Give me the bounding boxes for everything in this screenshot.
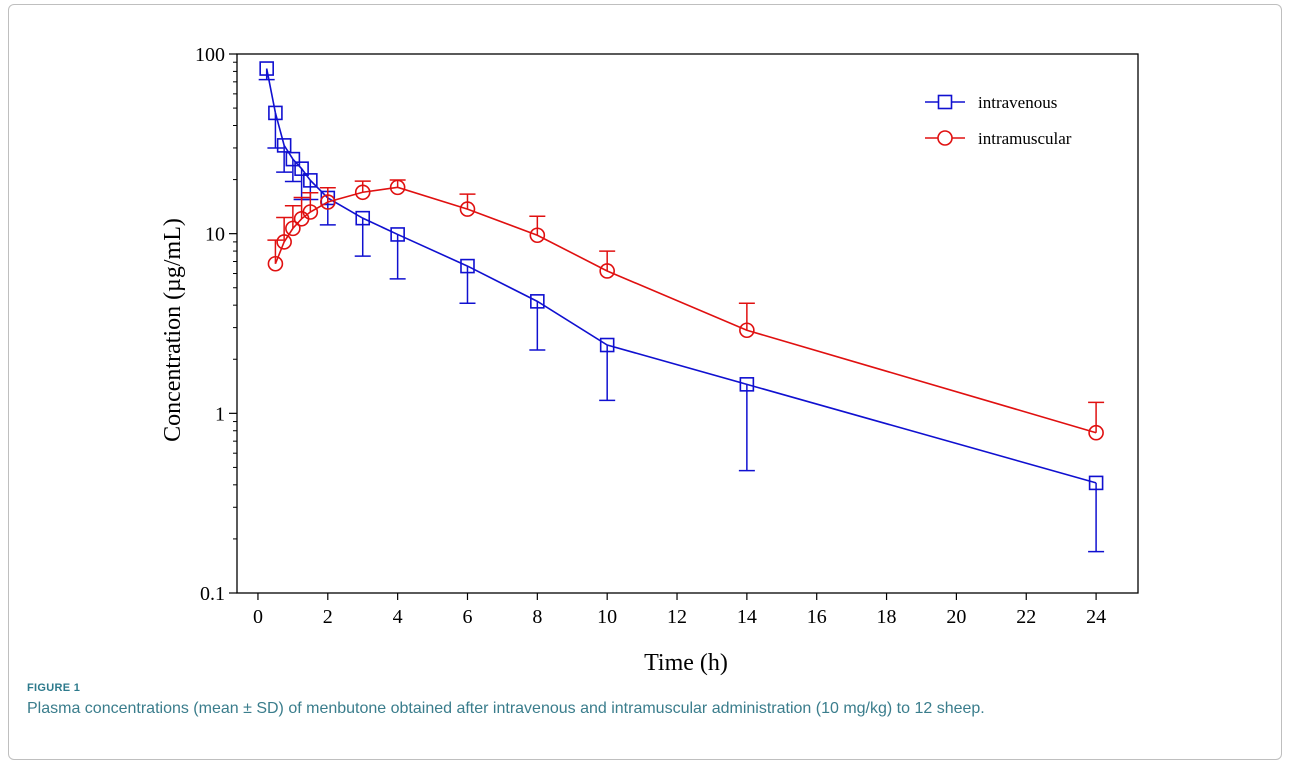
x-tick-label: 14 bbox=[737, 606, 757, 628]
x-tick-label: 2 bbox=[323, 606, 333, 628]
intravenous-point bbox=[285, 151, 301, 167]
x-tick-label: 16 bbox=[807, 606, 827, 628]
intramuscular-point bbox=[1088, 424, 1104, 441]
intravenous-point bbox=[530, 294, 545, 309]
intramuscular-point bbox=[319, 194, 336, 210]
intramuscular-point bbox=[276, 234, 292, 250]
y-tick-label: 100 bbox=[195, 44, 225, 66]
intravenous-point bbox=[599, 337, 615, 353]
intravenous-point bbox=[259, 61, 274, 76]
legend-label: intramuscular bbox=[978, 129, 1072, 148]
x-tick-label: 12 bbox=[667, 606, 687, 628]
intravenous-point bbox=[268, 105, 283, 121]
legend-marker bbox=[937, 130, 953, 146]
intravenous-point bbox=[460, 258, 475, 274]
y-tick-label: 0.1 bbox=[200, 583, 225, 605]
x-axis-label: Time (h) bbox=[644, 650, 728, 676]
intramuscular-point bbox=[267, 255, 284, 272]
y-tick-label: 1 bbox=[215, 403, 225, 425]
x-tick-label: 8 bbox=[532, 606, 542, 628]
legend-item-intravenous: intravenous bbox=[925, 93, 1057, 112]
intravenous-point bbox=[739, 377, 755, 392]
intramuscular-point bbox=[389, 179, 406, 196]
x-tick-label: 6 bbox=[462, 606, 472, 628]
y-axis-label: Concentration (µg/mL) bbox=[160, 218, 186, 442]
x-tick-label: 22 bbox=[1016, 606, 1036, 628]
intravenous-point bbox=[303, 173, 318, 188]
intramuscular-point bbox=[354, 184, 371, 201]
intramuscular-point bbox=[302, 204, 319, 220]
intramuscular-line bbox=[274, 186, 1097, 434]
intravenous-point bbox=[276, 138, 292, 153]
intravenous-line bbox=[265, 68, 1097, 484]
intramuscular-series bbox=[267, 179, 1105, 441]
intramuscular-point bbox=[529, 227, 546, 244]
intramuscular-point bbox=[285, 220, 301, 237]
x-tick-label: 10 bbox=[597, 606, 617, 628]
series-group bbox=[258, 61, 1105, 553]
intravenous-point bbox=[294, 161, 309, 176]
intramuscular-point bbox=[599, 263, 615, 279]
legend-label: intravenous bbox=[978, 93, 1057, 112]
x-tick-label: 24 bbox=[1086, 606, 1106, 628]
x-tick-label: 18 bbox=[877, 606, 897, 628]
legend-item-intramuscular: intramuscular bbox=[925, 129, 1072, 148]
intravenous-point bbox=[355, 210, 371, 226]
figure-caption: Plasma concentrations (mean ± SD) of men… bbox=[27, 700, 985, 717]
intravenous-point bbox=[1088, 475, 1104, 491]
x-tick-label: 0 bbox=[253, 606, 263, 628]
y-tick-label: 10 bbox=[205, 224, 225, 246]
intravenous-series bbox=[258, 61, 1105, 553]
legend: intravenous intramuscular bbox=[925, 93, 1072, 148]
intramuscular-point bbox=[739, 322, 755, 339]
plot-area-frame bbox=[236, 53, 1139, 594]
intravenous-point bbox=[390, 227, 405, 242]
x-tick-label: 20 bbox=[946, 606, 966, 628]
intramuscular-point bbox=[459, 201, 476, 217]
figure-label: FIGURE 1 bbox=[27, 682, 81, 694]
legend-marker bbox=[937, 94, 953, 110]
x-tick-label: 4 bbox=[393, 606, 403, 628]
figure-frame bbox=[8, 4, 1282, 760]
